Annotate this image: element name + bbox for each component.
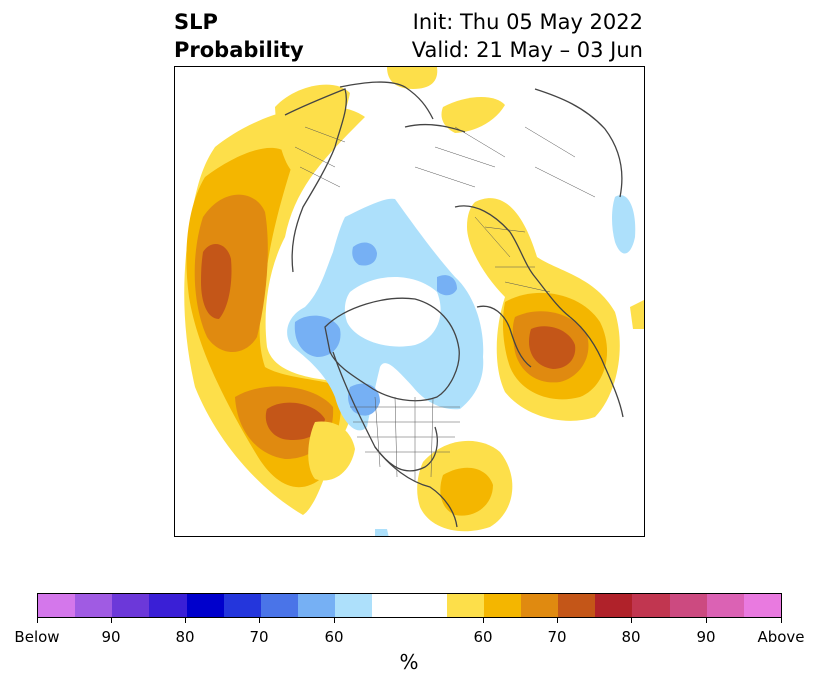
coastlines <box>284 81 624 528</box>
colorbar-swatch <box>75 594 113 617</box>
colorbar-swatch <box>149 594 187 617</box>
us-west-above-region <box>308 421 355 481</box>
scandinavia-above-region <box>441 96 505 133</box>
colorbar-swatch <box>298 594 336 617</box>
colorbar-tickmark <box>185 618 186 623</box>
colorbar-tick-label: 90 <box>696 628 716 646</box>
colorbar-tick-label: 70 <box>547 628 567 646</box>
title-variable: SLP <box>174 10 218 34</box>
colorbar <box>37 593 782 618</box>
east-edge-above <box>630 300 644 329</box>
init-date: Init: Thu 05 May 2022 <box>412 10 643 34</box>
colorbar-swatch <box>669 594 707 617</box>
colorbar-tickmark <box>706 618 707 623</box>
colorbar-swatch <box>446 594 484 617</box>
political-borders <box>294 126 596 482</box>
colorbar-tickmark <box>334 618 335 623</box>
colorbar-tickmark <box>781 618 782 623</box>
colorbar-tick-label: 60 <box>324 628 344 646</box>
colorbar-unit-label: % <box>399 650 419 674</box>
colorbar-swatch <box>112 594 150 617</box>
map-panel <box>174 66 645 537</box>
europe-red-90 <box>529 326 576 369</box>
colorbar-swatch <box>335 594 373 617</box>
colorbar-tickmark <box>111 618 112 623</box>
colorbar-tick-label: 60 <box>473 628 493 646</box>
colorbar-tickmark <box>37 618 38 623</box>
colorbar-swatch <box>632 594 670 617</box>
colorbar-swatch <box>483 594 522 617</box>
pacific-red-90-south <box>265 402 325 441</box>
colorbar-tick-label: Above <box>757 628 805 646</box>
chart-title-left: SLP Probability <box>174 8 304 64</box>
colorbar-tick-label: Below <box>14 628 60 646</box>
colorbar-tickmark <box>631 618 632 623</box>
colorbar-swatch <box>38 594 76 617</box>
colorbar-tickmark <box>483 618 484 623</box>
alaska-above-region <box>275 84 350 179</box>
arctic-white-core <box>344 277 441 347</box>
arctic-below-region <box>287 198 484 431</box>
colorbar-tickmark <box>259 618 260 623</box>
colorbar-swatch <box>521 594 559 617</box>
arctic-blue-70-north <box>352 242 377 266</box>
colorbar-swatch <box>372 594 447 617</box>
colorbar-swatch <box>223 594 261 617</box>
probability-map <box>184 67 644 536</box>
colorbar-tickmark <box>557 618 558 623</box>
colorbar-swatch <box>743 594 782 617</box>
colorbar-swatch <box>558 594 596 617</box>
north-europe-below-region <box>612 195 636 254</box>
arctic-above-region <box>387 67 438 89</box>
bottom-blue-fragment <box>375 529 389 536</box>
colorbar-tick-label: 80 <box>621 628 641 646</box>
colorbar-swatch <box>706 594 744 617</box>
colorbar-tick-label: 80 <box>175 628 195 646</box>
us-east-orange-70 <box>440 467 493 516</box>
title-product: Probability <box>174 38 304 62</box>
colorbar-swatch <box>186 594 224 617</box>
pacific-red-90 <box>201 243 232 319</box>
colorbar-swatch <box>595 594 633 617</box>
chart-title-right: Init: Thu 05 May 2022 Valid: 21 May – 03… <box>412 8 643 64</box>
pacific-above-region <box>184 106 365 515</box>
europe-above-region <box>467 198 620 421</box>
colorbar-swatch <box>260 594 299 617</box>
arctic-blue-70-east <box>437 275 457 296</box>
valid-range: Valid: 21 May – 03 Jun <box>411 38 643 62</box>
colorbar-tick-label: 70 <box>249 628 269 646</box>
colorbar-tick-label: 90 <box>101 628 121 646</box>
